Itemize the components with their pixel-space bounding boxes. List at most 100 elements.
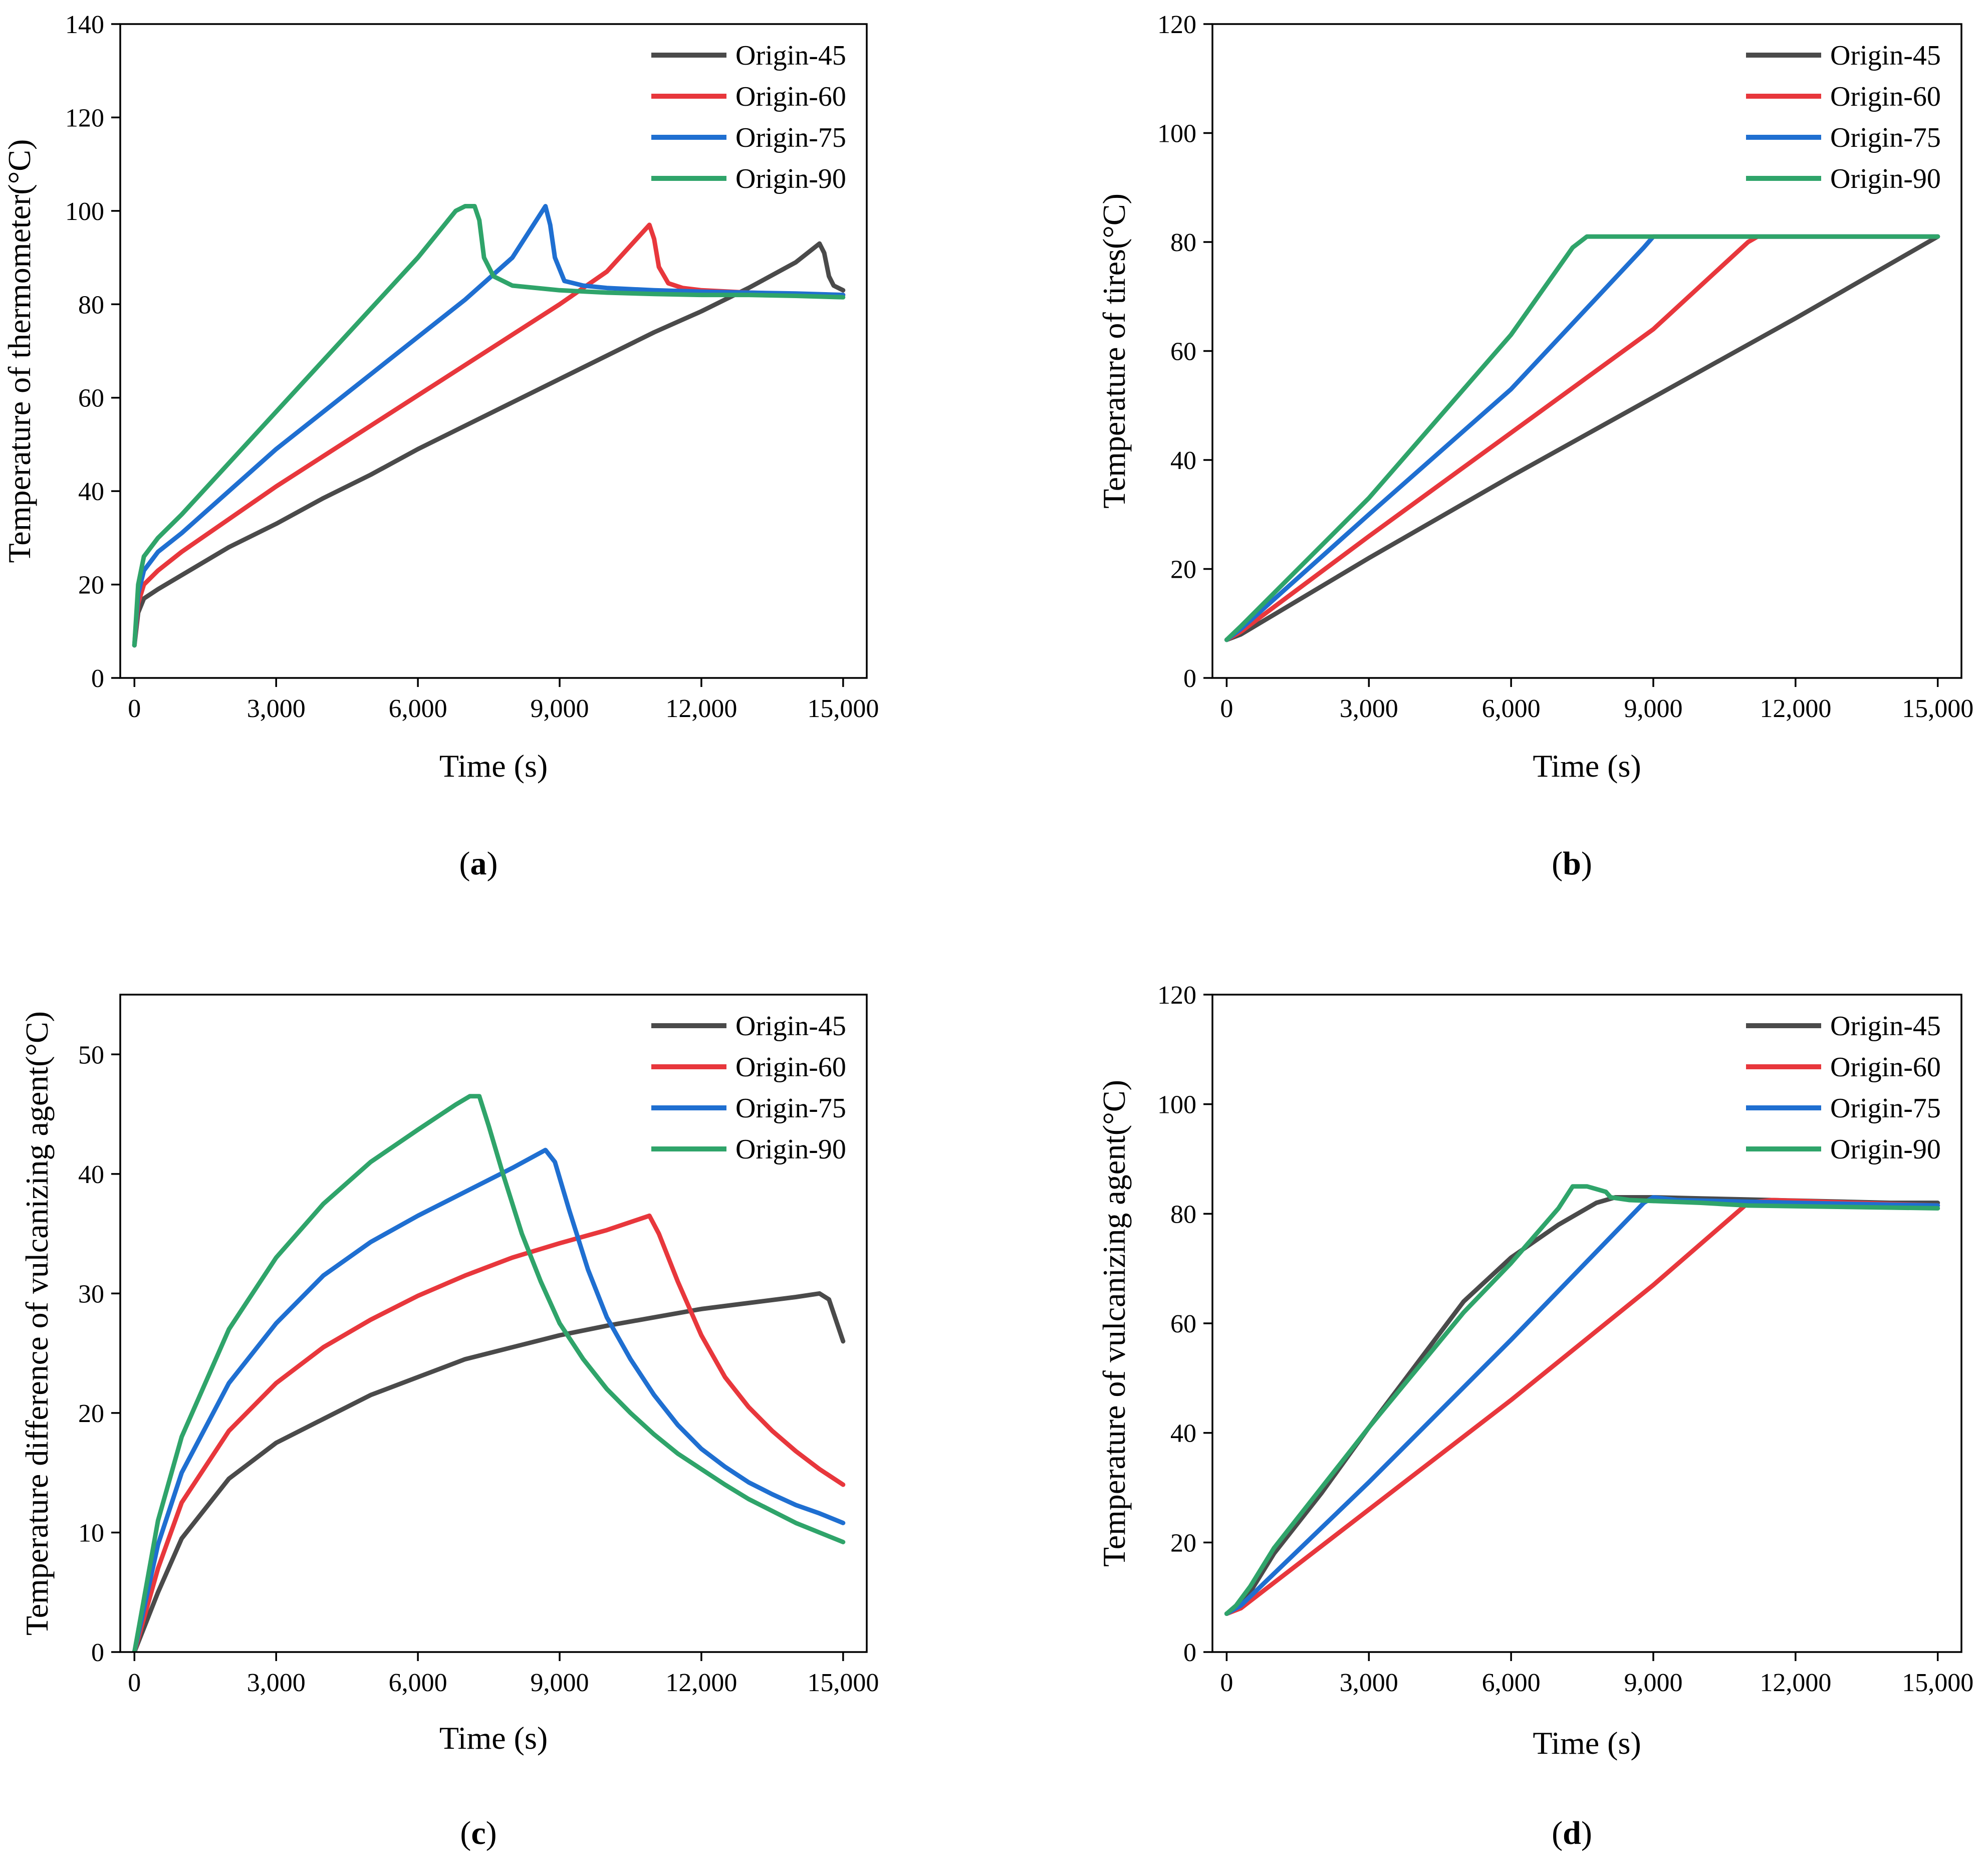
y-tick-label: 60 (1170, 1310, 1196, 1338)
series-line-origin-90 (1224, 234, 1940, 642)
y-tick-label: 20 (78, 571, 104, 600)
y-tick-label: 60 (78, 384, 104, 413)
legend-label: Origin-75 (735, 122, 846, 153)
series-line-origin-75 (132, 204, 846, 648)
y-axis-label: Temperature of tires(°C) (1096, 193, 1132, 509)
legend-label: Origin-45 (735, 1011, 846, 1042)
legend-label: Origin-45 (1830, 1011, 1941, 1042)
series-line-origin-45 (1224, 234, 1940, 642)
series-group (1224, 234, 1940, 642)
y-tick-label: 20 (1170, 556, 1196, 584)
y-tick-label: 40 (1170, 446, 1196, 475)
caption-paren-open: ( (1552, 1815, 1563, 1851)
legend-label: Origin-60 (735, 1052, 846, 1083)
caption-paren-open: ( (460, 1815, 471, 1851)
legend-label: Origin-90 (1830, 163, 1941, 194)
x-tick-label: 0 (128, 694, 141, 723)
legend-label: Origin-60 (735, 81, 846, 112)
y-tick-label: 60 (1170, 338, 1196, 366)
x-tick-label: 0 (1220, 1669, 1233, 1697)
y-tick-label: 140 (65, 11, 104, 39)
legend-label: Origin-90 (1830, 1134, 1941, 1165)
chart-panel-a: 0 3,000 6,000 9,000 12,000 15,000 0 20 40 60 80 100… (2, 11, 879, 882)
panel-caption: (d) (1552, 1815, 1592, 1851)
y-axis-label: Temperature of thermometer(°C) (2, 139, 37, 563)
x-tick-label: 9,000 (1624, 1669, 1682, 1697)
caption-letter: d (1563, 1815, 1581, 1851)
x-tick-label: 6,000 (389, 694, 447, 723)
x-tick-label: 9,000 (531, 694, 589, 723)
caption-paren-close: ) (1581, 845, 1592, 882)
y-tick-label: 20 (78, 1399, 104, 1428)
y-tick-label: 80 (1170, 1200, 1196, 1229)
y-tick-label: 10 (78, 1519, 104, 1547)
x-tick-label: 0 (128, 1669, 141, 1697)
x-tick-label: 0 (1220, 694, 1233, 723)
legend-label: Origin-60 (1830, 1052, 1941, 1083)
plot-frame (119, 23, 868, 679)
x-tick-label: 3,000 (247, 1669, 306, 1697)
chart-panel-b: 0 3,000 6,000 9,000 12,000 15,000 0 20 40 60 80 100… (1096, 11, 1973, 882)
legend-label: Origin-45 (1830, 40, 1941, 71)
series-group (132, 1094, 846, 1652)
x-axis-label: Time (s) (1533, 748, 1641, 784)
y-tick-label: 100 (1157, 120, 1196, 148)
x-tick-label: 15,000 (1902, 1669, 1973, 1697)
chart-panel-c: 0 3,000 6,000 9,000 12,000 15,000 0 10 20 30 40 50 T… (19, 994, 879, 1851)
panel-caption: (a) (459, 845, 498, 882)
y-tick-label: 50 (78, 1041, 104, 1069)
series-line-origin-60 (132, 222, 846, 648)
y-axis-label: Temperature of vulcanizing agent(°C) (1096, 1080, 1132, 1567)
caption-paren-close: ) (1581, 1815, 1592, 1851)
x-tick-label: 3,000 (1340, 1669, 1398, 1697)
x-tick-label: 9,000 (1624, 694, 1682, 723)
x-tick-label: 9,000 (531, 1669, 589, 1697)
y-tick-label: 100 (65, 197, 104, 226)
panel-caption: (b) (1552, 845, 1592, 882)
x-tick-label: 15,000 (807, 1669, 879, 1697)
y-tick-label: 0 (1183, 1639, 1196, 1667)
caption-letter: a (470, 845, 487, 882)
y-tick-label: 0 (91, 1639, 104, 1667)
legend-label: Origin-75 (735, 1093, 846, 1124)
caption-paren-open: ( (459, 845, 470, 882)
y-tick-label: 0 (1183, 664, 1196, 693)
series-line-origin-75 (1224, 1195, 1940, 1616)
y-tick-label: 40 (78, 478, 104, 506)
legend-label: Origin-60 (1830, 81, 1941, 112)
series-line-origin-60 (132, 1213, 846, 1652)
y-tick-label: 40 (1170, 1420, 1196, 1448)
x-tick-label: 12,000 (1760, 694, 1831, 723)
y-tick-label: 120 (65, 104, 104, 132)
series-group (1224, 1184, 1940, 1616)
y-tick-label: 80 (1170, 228, 1196, 257)
x-tick-label: 15,000 (807, 694, 879, 723)
series-line-origin-45 (132, 1291, 846, 1652)
legend-label: Origin-90 (735, 163, 846, 194)
y-tick-label: 40 (78, 1160, 104, 1189)
panel-caption: (c) (460, 1815, 496, 1851)
series-line-origin-90 (132, 1094, 846, 1652)
y-tick-label: 30 (78, 1280, 104, 1308)
y-tick-label: 120 (1157, 11, 1196, 39)
series-line-origin-45 (1224, 1195, 1940, 1616)
series-line-origin-60 (1224, 1198, 1940, 1616)
series-line-origin-45 (132, 241, 846, 648)
x-tick-label: 12,000 (1760, 1669, 1831, 1697)
y-tick-label: 100 (1157, 1091, 1196, 1119)
series-group (132, 204, 846, 648)
x-axis-label: Time (s) (439, 1720, 548, 1756)
series-line-origin-90 (132, 204, 846, 648)
chart-panel-d: 0 3,000 6,000 9,000 12,000 15,000 0 20 40 60 80 100… (1096, 981, 1973, 1851)
series-line-origin-90 (1224, 1184, 1940, 1616)
y-tick-label: 20 (1170, 1529, 1196, 1557)
x-tick-label: 12,000 (665, 694, 737, 723)
series-line-origin-75 (132, 1147, 846, 1652)
x-tick-label: 15,000 (1902, 694, 1973, 723)
x-axis-label: Time (s) (439, 748, 548, 784)
x-tick-label: 6,000 (1482, 694, 1541, 723)
caption-paren-close: ) (486, 1815, 497, 1851)
x-tick-label: 3,000 (247, 694, 306, 723)
y-tick-label: 80 (78, 291, 104, 319)
